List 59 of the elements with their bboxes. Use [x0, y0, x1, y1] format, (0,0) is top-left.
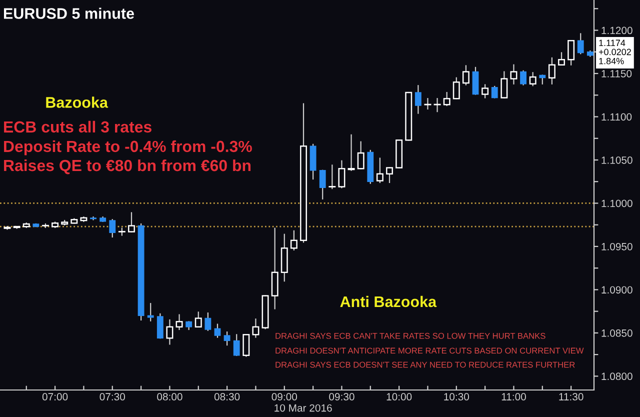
chart-title: EURUSD 5 minute — [4, 8, 134, 19]
x-tick-label: 09:30 — [329, 393, 354, 400]
x-tick-label: 11:00 — [502, 393, 526, 400]
candlestick — [252, 318, 260, 338]
candlestick — [520, 70, 526, 86]
annotation: Anti Bazooka — [340, 296, 437, 308]
candlestick — [90, 216, 96, 220]
x-tick-label: 10:30 — [444, 393, 470, 400]
y-tick-label: 1.1100 — [602, 113, 632, 121]
candlestick — [118, 228, 126, 236]
candlestick — [22, 222, 30, 228]
y-tick-label: 1.1000 — [602, 200, 632, 208]
y-tick-label: 1.1200 — [602, 26, 632, 34]
y-tick-label: 1.0900 — [602, 286, 632, 294]
annotation: DRAGHI SAYS ECB CAN'T TAKE RATES SO LOW THEY HURT BANKS — [276, 332, 546, 339]
candlestick — [539, 74, 546, 84]
annotation: DRAGHI SAYS ECB DOESN'T SEE ANY NEED TO REDUCE RATES FURTHER — [276, 362, 575, 368]
candlestick — [166, 319, 174, 345]
annotation: Raises QE to €80 bn from €60 bn — [4, 159, 251, 174]
candlestick — [424, 98, 432, 110]
candlestick — [186, 321, 192, 330]
y-tick-label: 1.0800 — [602, 372, 632, 380]
annotation: Deposit Rate to -0.4% from -0.3% — [4, 140, 252, 156]
candlestick — [491, 86, 498, 98]
candlestick — [204, 312, 212, 331]
candlestick — [176, 314, 183, 330]
candlestick — [224, 332, 230, 346]
x-tick-label: 10:00 — [386, 393, 412, 400]
x-tick-label: 11:30 — [559, 393, 584, 400]
y-tick-label: 1.1050 — [602, 156, 632, 164]
x-tick-label: 09:00 — [272, 393, 298, 400]
candlestick — [109, 219, 116, 238]
annotation: DRAGHI DOESN'T ANTICIPATE MORE RATE CUTS BASED ON CURRENT VIEW — [276, 348, 584, 354]
y-tick-label: 1.0950 — [602, 242, 632, 250]
candlestick — [52, 222, 59, 228]
candlestick — [80, 216, 88, 222]
annotation: 1.1174 +0.0202 1.84% — [598, 40, 631, 64]
x-axis-title: 10 Mar 2016 — [274, 404, 332, 412]
annotation: Bazooka — [46, 96, 108, 108]
x-tick-label: 07:00 — [42, 393, 68, 400]
candlestick — [414, 85, 422, 114]
candlestick — [348, 134, 355, 171]
candlestick — [510, 64, 518, 84]
candlestick — [138, 223, 144, 321]
y-tick-label: 1.1150 — [602, 70, 632, 78]
candlestick — [367, 150, 374, 184]
y-tick-label: 1.0850 — [602, 329, 632, 337]
candlestick — [271, 228, 278, 310]
x-tick-label: 08:00 — [157, 393, 182, 400]
candlestick — [434, 98, 441, 112]
candlestick — [482, 84, 489, 98]
candlestick — [214, 324, 221, 338]
x-tick-label: 07:30 — [100, 393, 126, 400]
x-tick-label: 08:30 — [214, 393, 240, 400]
candlestick — [310, 144, 316, 180]
candlestick — [577, 33, 584, 54]
candlestick — [100, 216, 106, 222]
candlestick — [472, 66, 479, 95]
annotation: ECB cuts all 3 rates — [4, 120, 152, 133]
